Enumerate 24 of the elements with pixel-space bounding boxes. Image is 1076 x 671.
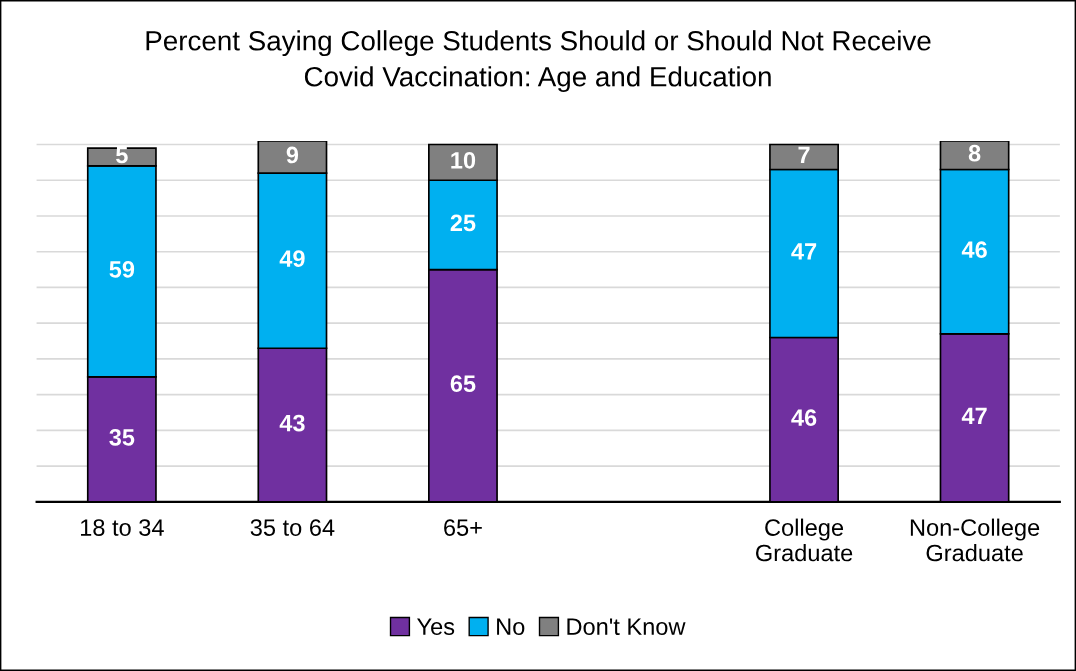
data-label: 47: [791, 243, 817, 260]
data-label: 7: [798, 146, 810, 164]
chart-title: Percent Saying College Students Should or Should Not Receive Covid Vaccination: Age and Education: [146, 30, 931, 93]
data-label: 25: [450, 214, 476, 232]
data-label: 35: [109, 428, 135, 446]
x-tick-label: Non-College Graduate: [910, 518, 1040, 562]
legend-label: No: [497, 618, 525, 636]
x-tick-label: College Graduate: [756, 518, 853, 562]
x-tick-label: 18 to 34: [80, 519, 164, 536]
legend-label: Yes: [417, 618, 455, 636]
data-label: 47: [961, 407, 987, 425]
data-label: 59: [109, 260, 135, 278]
data-label: 9: [286, 146, 299, 164]
legend-label: Don't Know: [567, 618, 686, 636]
data-label: 43: [279, 414, 305, 432]
data-label: 46: [961, 241, 987, 259]
x-tick-label: 35 to 64: [250, 519, 335, 536]
data-label: 46: [791, 409, 817, 427]
data-label: 10: [451, 151, 476, 169]
data-label: 49: [279, 250, 305, 267]
x-tick-label: 65+: [444, 519, 482, 536]
data-label: 8: [968, 144, 981, 162]
data-label: 65: [450, 375, 476, 393]
data-label: 5: [116, 146, 128, 164]
